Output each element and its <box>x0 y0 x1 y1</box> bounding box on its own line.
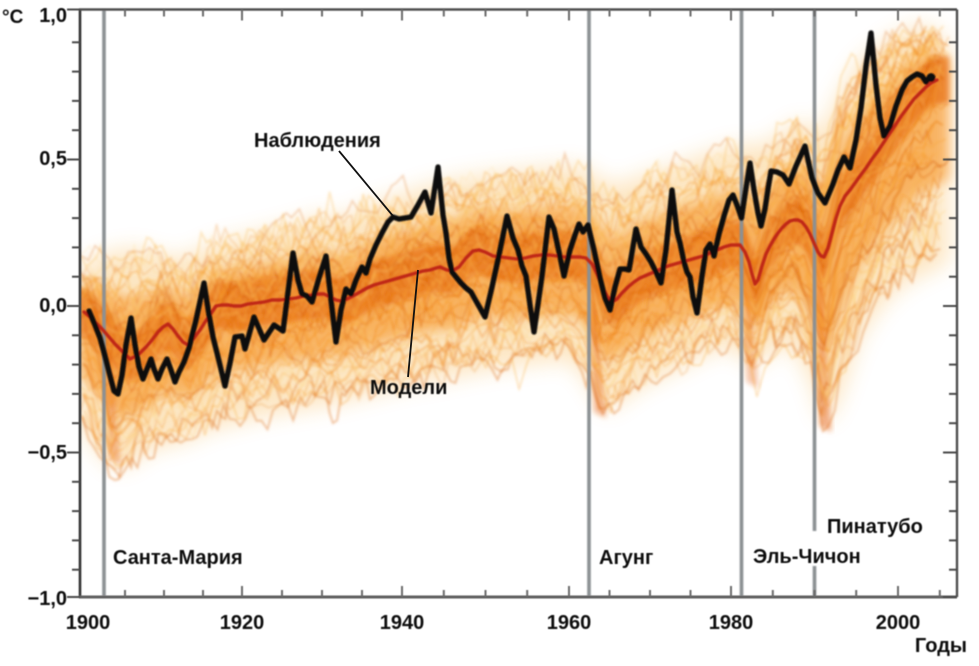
svg-text:1,0: 1,0 <box>39 5 67 27</box>
svg-text:Пинатубо: Пинатубо <box>827 516 923 538</box>
svg-text:1960: 1960 <box>547 612 592 634</box>
svg-text:Агунг: Агунг <box>599 547 653 569</box>
svg-text:1940: 1940 <box>380 612 425 634</box>
svg-text:0,5: 0,5 <box>39 148 67 170</box>
svg-text:°C: °C <box>2 7 24 28</box>
svg-text:−1,0: −1,0 <box>28 588 67 610</box>
svg-text:1920: 1920 <box>220 612 265 634</box>
svg-text:Санта-Мария: Санта-Мария <box>113 547 243 569</box>
svg-text:−0,5: −0,5 <box>28 442 67 464</box>
svg-text:1980: 1980 <box>709 612 754 634</box>
svg-text:1900: 1900 <box>66 612 111 634</box>
svg-text:0,0: 0,0 <box>39 295 67 317</box>
svg-text:Модели: Модели <box>370 377 447 399</box>
svg-text:Наблюдения: Наблюдения <box>254 130 381 152</box>
svg-text:Годы: Годы <box>915 635 967 657</box>
svg-text:Эль-Чичон: Эль-Чичон <box>753 546 861 568</box>
svg-text:2000: 2000 <box>876 612 921 634</box>
